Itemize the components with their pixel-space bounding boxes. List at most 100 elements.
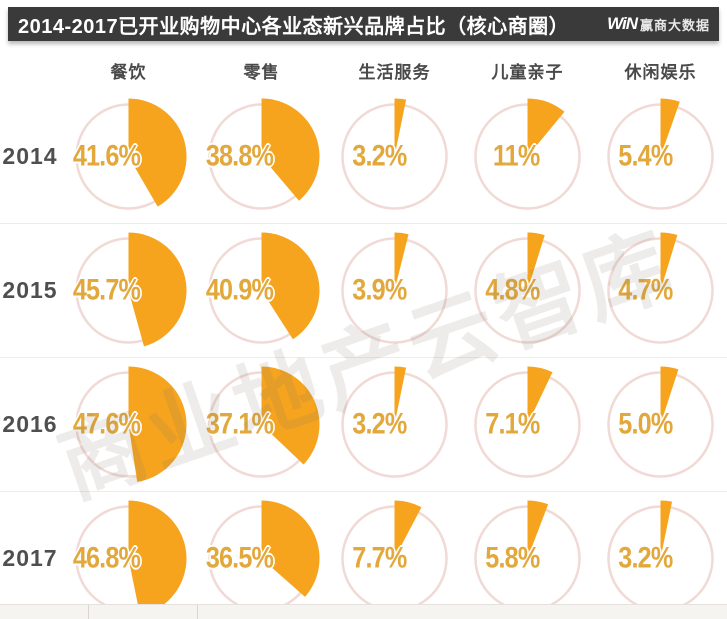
pie-cell-2017-餐饮: 46.8% xyxy=(62,492,195,619)
pie-cell-2016-儿童亲子: 7.1% xyxy=(461,358,594,491)
pie-cell-2015-儿童亲子: 4.8% xyxy=(461,224,594,357)
percentage-label: 46.8% xyxy=(73,540,141,574)
pie-cell-2017-儿童亲子: 5.8% xyxy=(461,492,594,619)
percentage-label: 4.8% xyxy=(485,272,540,306)
pie-cell-2015-休闲娱乐: 4.7% xyxy=(594,224,727,357)
percentage-label: 38.8% xyxy=(206,138,274,172)
pie-chart xyxy=(75,366,187,482)
pie-cell-2015-零售: 40.9% xyxy=(195,224,328,357)
pie-cell-2014-儿童亲子: 11% xyxy=(461,90,594,223)
pie-chart xyxy=(607,232,714,344)
pie-wedge xyxy=(527,232,545,291)
pie-chart xyxy=(208,366,320,478)
pie-wedge xyxy=(527,366,553,425)
pie-chart xyxy=(474,98,581,210)
pie-wedge xyxy=(128,500,187,616)
brand-logo-text: 赢商大数据 xyxy=(639,17,710,33)
percentage-label: 3.9% xyxy=(352,272,407,306)
brand-logo: WiN 赢商大数据 xyxy=(607,7,710,41)
pie-wedge xyxy=(128,232,187,347)
percentage-label: 5.8% xyxy=(485,540,540,574)
win-logo-icon: WiN xyxy=(607,14,638,33)
percentage-label: 4.7% xyxy=(618,272,673,306)
pie-wedge xyxy=(128,366,187,482)
pie-cell-2017-零售: 36.5% xyxy=(195,492,328,619)
pie-cell-2016-零售: 37.1% xyxy=(195,358,328,491)
pie-wedge xyxy=(394,500,422,559)
pie-chart xyxy=(474,500,581,612)
pie-cell-2017-生活服务: 7.7% xyxy=(328,492,461,619)
pie-wedge xyxy=(527,98,565,157)
pie-cell-2016-餐饮: 47.6% xyxy=(62,358,195,491)
percentage-label: 3.2% xyxy=(352,406,407,440)
percentage-label: 5.4% xyxy=(618,138,673,172)
pie-wedge xyxy=(394,366,407,425)
pie-cell-2015-餐饮: 45.7% xyxy=(62,224,195,357)
pie-wedge xyxy=(261,500,320,597)
category-header: 休闲娱乐 xyxy=(624,63,697,82)
pie-cell-2015-生活服务: 3.9% xyxy=(328,224,461,357)
category-header: 餐饮 xyxy=(110,63,147,82)
pie-wedge xyxy=(394,232,409,291)
category-header: 零售 xyxy=(243,63,280,82)
pie-wedge xyxy=(660,98,680,157)
pie-wedge xyxy=(128,98,187,207)
pie-cell-2014-餐饮: 41.6% xyxy=(62,90,195,223)
pie-chart xyxy=(208,98,320,210)
percentage-label: 47.6% xyxy=(73,406,141,440)
pie-chart xyxy=(341,366,448,478)
pie-cell-2017-休闲娱乐: 3.2% xyxy=(594,492,727,619)
pie-cells: 46.8% 36.5% 7.7% 5.8% 3.2% xyxy=(62,492,727,619)
pie-chart xyxy=(75,98,187,210)
percentage-label: 3.2% xyxy=(352,138,407,172)
category-header: 儿童亲子 xyxy=(491,63,564,82)
pie-cells: 45.7% 40.9% 3.9% 4.8% 4.7% xyxy=(62,224,727,357)
pie-chart xyxy=(208,500,320,612)
pie-chart xyxy=(341,500,448,612)
pie-wedge xyxy=(660,366,679,425)
pie-chart xyxy=(75,232,187,347)
year-row-2014: 2014 41.6% 38.8% 3.2% 11% 5.4% xyxy=(0,90,727,223)
percentage-label: 40.9% xyxy=(206,272,274,306)
percentage-label: 7.1% xyxy=(485,406,540,440)
year-label: 2014 xyxy=(2,143,58,169)
pie-wedge xyxy=(394,98,407,157)
table-column-divider xyxy=(197,605,198,619)
category-header: 生活服务 xyxy=(358,63,431,82)
pie-chart xyxy=(341,232,448,344)
percentage-label: 11% xyxy=(492,138,540,172)
percentage-label: 41.6% xyxy=(73,138,141,172)
pie-wedge xyxy=(660,500,673,559)
pie-chart xyxy=(208,232,320,344)
percentage-label: 3.2% xyxy=(618,540,673,574)
year-row-2015: 2015 45.7% 40.9% 3.9% 4.8% 4.7% xyxy=(0,223,727,357)
pie-wedge xyxy=(261,98,320,201)
pie-chart xyxy=(75,500,187,616)
percentage-label: 5.0% xyxy=(618,406,673,440)
percentage-label: 7.7% xyxy=(352,540,407,574)
pie-cells: 47.6% 37.1% 3.2% 7.1% 5.0% xyxy=(62,358,727,491)
title-bar: 2014-2017已开业购物中心各业态新兴品牌占比（核心商圈） WiN 赢商大数… xyxy=(8,7,719,41)
page-title: 2014-2017已开业购物中心各业态新兴品牌占比（核心商圈） xyxy=(18,15,570,38)
pie-wedge xyxy=(261,366,320,465)
pie-wedge xyxy=(660,232,678,291)
year-row-2016: 2016 47.6% 37.1% 3.2% 7.1% 5.0% xyxy=(0,357,727,491)
year-label: 2016 xyxy=(2,411,58,437)
percentage-label: 36.5% xyxy=(206,540,274,574)
pie-chart xyxy=(607,366,714,478)
table-column-divider xyxy=(88,605,89,619)
percentage-label: 37.1% xyxy=(206,406,274,440)
pie-wedge xyxy=(261,232,320,340)
pie-wedge xyxy=(527,500,549,559)
year-label: 2017 xyxy=(2,545,58,571)
pie-chart xyxy=(341,98,448,210)
pie-cell-2014-生活服务: 3.2% xyxy=(328,90,461,223)
year-row-2017: 2017 46.8% 36.5% 7.7% 5.8% 3.2% xyxy=(0,491,727,619)
pie-cell-2014-零售: 38.8% xyxy=(195,90,328,223)
pie-chart xyxy=(474,232,581,344)
pie-cell-2016-生活服务: 3.2% xyxy=(328,358,461,491)
pie-cells: 41.6% 38.8% 3.2% 11% 5.4% xyxy=(62,90,727,223)
cropped-table-edge xyxy=(0,604,727,619)
percentage-label: 45.7% xyxy=(73,272,141,306)
